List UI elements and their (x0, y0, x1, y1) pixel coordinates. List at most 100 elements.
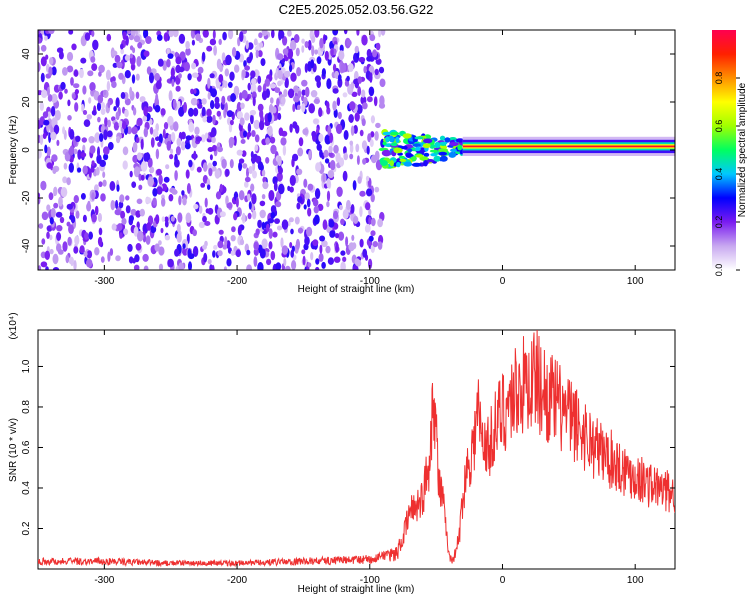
spectrogram-cell (173, 121, 179, 132)
colorbar-tick-label: 0.2 (714, 216, 724, 229)
spectrogram-cell (243, 130, 248, 138)
spectrogram-cell (338, 50, 345, 61)
spectrogram-cell (282, 48, 289, 55)
spectrogram-cell (359, 206, 363, 218)
spectrogram-cell (343, 130, 349, 140)
spectrogram-cell (372, 49, 378, 58)
spectrogram-cell (322, 173, 326, 183)
spectrogram-cell (349, 153, 354, 160)
spectrogram-cell (216, 58, 222, 70)
spectrogram-cell (145, 197, 152, 204)
spectrogram-cell (70, 215, 76, 224)
spectrogram-cell (335, 242, 339, 253)
spectrogram-cell (210, 88, 217, 98)
spectrogram-cell (168, 194, 174, 202)
spectrogram-cell (380, 30, 386, 36)
spectrogram-cell (143, 127, 148, 138)
spectrogram-cell (73, 148, 78, 155)
spectrogram-cell (218, 38, 222, 46)
spectrogram-cell (68, 147, 75, 156)
spectrogram-cell (281, 245, 289, 255)
spectrogram-cell (379, 95, 385, 107)
spectrogram-cell (217, 240, 224, 249)
spectrogram-cell (257, 50, 263, 58)
spectrogram-cell (278, 30, 282, 41)
spectrogram-cell (328, 152, 333, 157)
spectrogram-cell (191, 39, 195, 46)
spectrogram-cell (124, 54, 130, 62)
spectrogram-cell (229, 119, 234, 126)
spectrogram-cell (284, 70, 291, 78)
spectrogram-cell (166, 140, 172, 151)
spectrogram-cell (200, 182, 206, 188)
spectrogram-cell (304, 192, 310, 200)
spectrogram-cell (121, 217, 127, 225)
spectrogram-cell (56, 139, 60, 146)
spectrogram-cell (238, 161, 243, 172)
spectrogram-cell (221, 95, 226, 105)
spectrogram-cell (276, 53, 284, 61)
spectrogram-cell (247, 122, 252, 133)
spectrogram-cell (233, 85, 240, 97)
spectrogram-cell (135, 91, 140, 100)
spectrogram-cell (301, 103, 306, 113)
spectrogram-cell (183, 101, 188, 113)
spectrogram-cell (324, 50, 329, 61)
spectrogram-cell (271, 30, 275, 39)
spectrogram-cell (359, 238, 364, 248)
spectrogram-cell (168, 30, 174, 38)
spectrogram-cell (206, 115, 213, 123)
spectrogram-cell (38, 192, 41, 199)
x-tick-label: -100 (360, 575, 380, 586)
spectrogram-cell (402, 145, 408, 150)
spectrogram-cells (38, 30, 675, 270)
spectrogram-cell (131, 126, 138, 135)
spectrogram-cell (192, 72, 199, 78)
spectrogram-cell (49, 234, 53, 241)
spectrogram-cell (96, 102, 102, 111)
spectrogram-cell (88, 136, 95, 144)
spectrogram-cell (59, 216, 65, 224)
spectrogram-cell (293, 34, 300, 43)
spectrogram-cell (375, 42, 381, 51)
spectrogram-cell (128, 256, 134, 264)
spectrogram-cell (209, 131, 216, 138)
x-tick-label: 0 (500, 276, 506, 287)
spectrogram-cell (67, 99, 71, 107)
spectrogram-cell (38, 223, 44, 229)
spectrogram-cell (370, 131, 375, 138)
spectrogram-cell (202, 174, 208, 184)
spectrogram-cell (206, 45, 213, 52)
spectrogram-cell (251, 78, 257, 86)
spectrogram-cell (280, 96, 286, 105)
spectrogram-cell (357, 86, 362, 97)
spectrogram-cell (154, 104, 161, 113)
spectrogram-cell (212, 160, 217, 167)
spectrogram-cell (340, 250, 346, 256)
spectrogram-cell (136, 56, 142, 67)
spectrogram-cell (163, 122, 169, 130)
spectrogram-cell (40, 56, 47, 67)
spectrogram-cell (221, 158, 227, 169)
spectrogram-cell (377, 241, 383, 250)
spectrogram-cell (142, 115, 148, 122)
spectrogram-cell (343, 146, 347, 155)
spectrogram-cell (301, 45, 305, 53)
spectrogram-cell (136, 152, 143, 161)
spectrogram-cell (276, 98, 280, 107)
spectrogram-cell (106, 80, 111, 92)
spectrogram-cell (166, 48, 170, 55)
spectrogram-cell (265, 157, 270, 164)
spectrogram-cell (230, 250, 235, 256)
spectrogram-cell (190, 88, 195, 95)
spectrogram-cell (91, 110, 97, 116)
spectrogram-cell (210, 100, 215, 110)
spectrogram-cell (114, 54, 121, 64)
spectrogram-cell (241, 150, 247, 158)
spectrogram-cell (348, 114, 354, 123)
spectrogram-cell (296, 67, 302, 77)
spectrogram-cell (455, 138, 465, 143)
spectrogram-cell (325, 245, 331, 254)
spectrogram-cell (287, 30, 292, 37)
